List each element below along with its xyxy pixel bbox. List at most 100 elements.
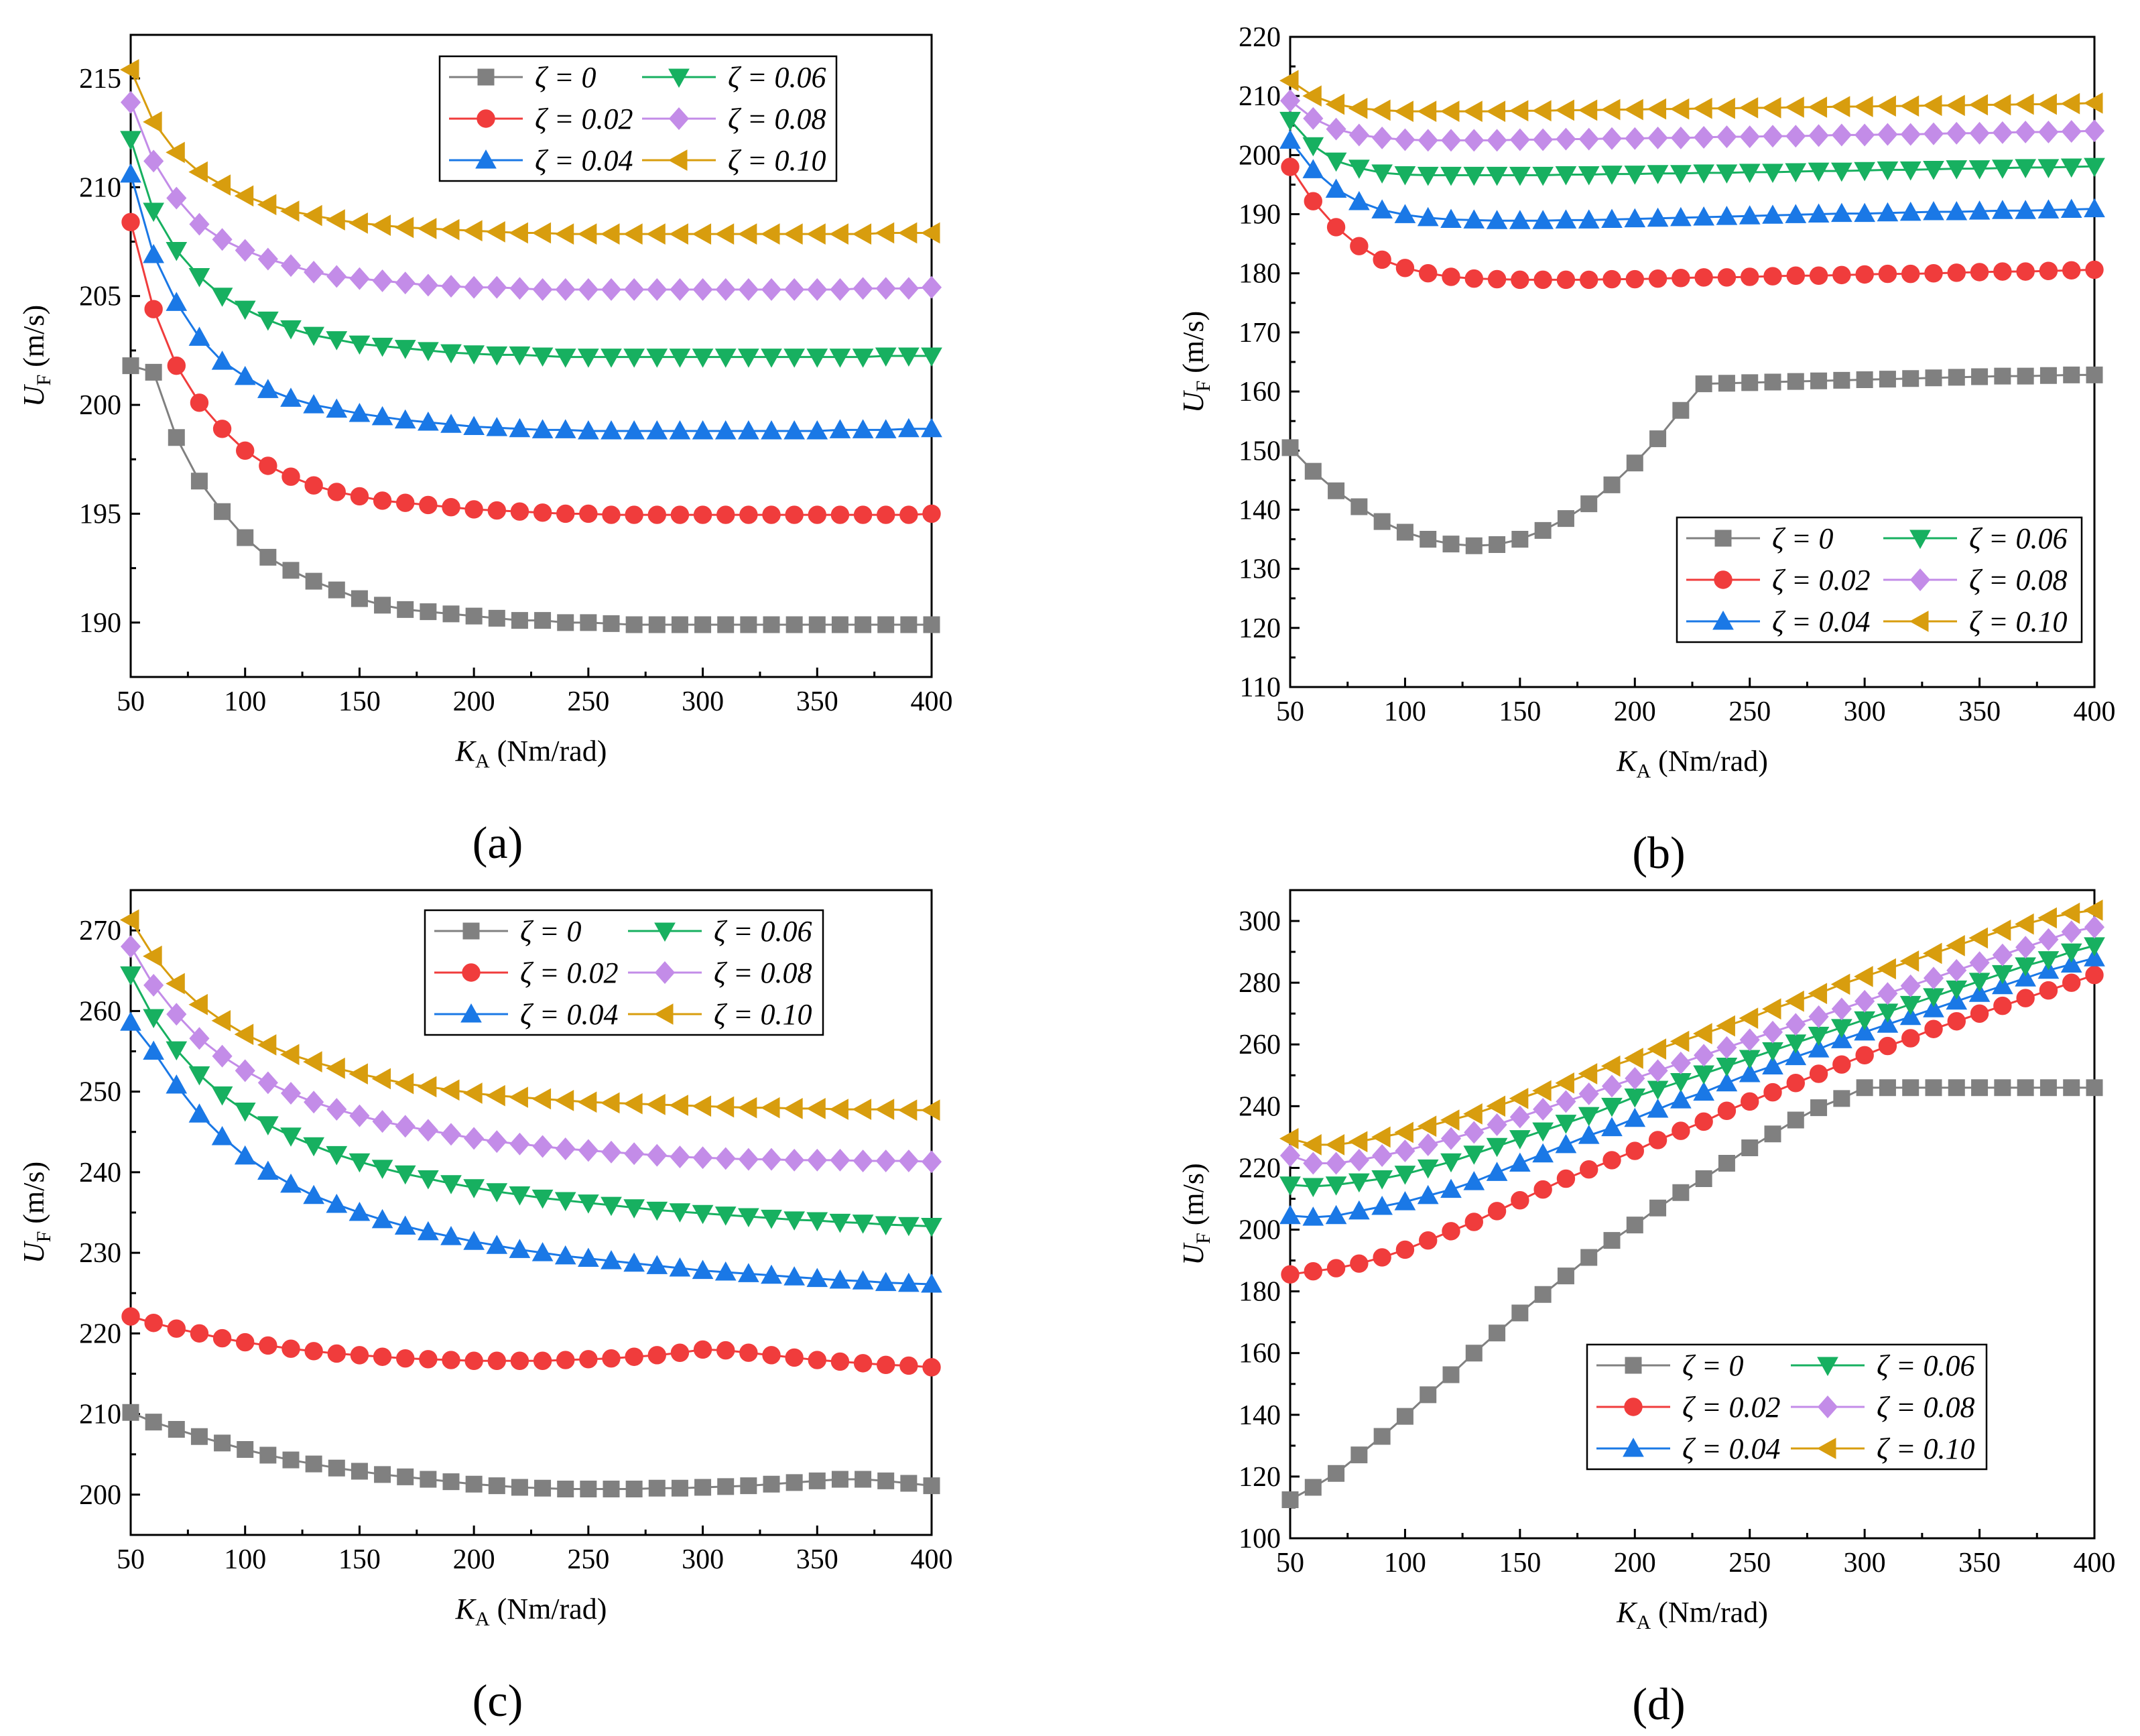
data-point (1741, 1092, 1759, 1111)
data-point (647, 278, 668, 301)
data-point (1555, 166, 1577, 186)
data-point (440, 1123, 462, 1146)
data-point (1900, 123, 1921, 146)
data-point (486, 221, 505, 243)
data-point (372, 269, 393, 292)
data-point (830, 505, 850, 524)
data-point (1417, 1159, 1439, 1179)
data-point (1762, 1020, 1783, 1044)
data-point (1602, 1151, 1621, 1170)
data-point (1464, 1213, 1483, 1231)
data-point (853, 1150, 873, 1172)
data-point (1647, 98, 1667, 120)
data-point (692, 1146, 713, 1170)
data-point (1808, 124, 1829, 147)
data-point (784, 1148, 805, 1172)
data-point (1555, 1072, 1574, 1094)
data-point (1440, 1178, 1462, 1198)
data-point (237, 529, 254, 546)
data-point (1971, 368, 1989, 385)
data-point (304, 476, 323, 495)
data-point (1465, 1345, 1483, 1362)
data-point (211, 1086, 233, 1106)
y-tick-label: 200 (1239, 140, 1281, 171)
data-point (853, 277, 873, 300)
y-tick-label: 200 (1239, 1215, 1281, 1246)
data-point (190, 393, 209, 412)
data-point (328, 581, 345, 599)
data-point (1601, 1117, 1623, 1137)
data-point (487, 501, 506, 520)
data-point (1832, 1055, 1851, 1074)
data-point (1762, 125, 1783, 148)
y-axis-symbol: U (17, 383, 50, 407)
data-point (440, 275, 462, 298)
data-point (532, 1135, 553, 1158)
data-point (374, 1466, 391, 1483)
data-point (326, 331, 348, 351)
data-point (900, 616, 918, 633)
data-point (1762, 204, 1783, 224)
data-point (214, 503, 231, 520)
data-point (1830, 96, 1850, 117)
data-point (418, 1119, 438, 1142)
data-point (257, 1160, 279, 1180)
data-point (1489, 536, 1506, 553)
data-point (464, 500, 483, 519)
data-point (1489, 1324, 1506, 1342)
data-point (2084, 947, 2105, 967)
data-point (1785, 990, 1804, 1012)
data-point (1899, 95, 1919, 117)
data-point (717, 1478, 735, 1495)
data-point (1992, 200, 2013, 219)
data-point (1878, 264, 1897, 284)
data-point (1303, 107, 1324, 130)
data-point (2017, 1079, 2034, 1097)
series-line (1289, 139, 2095, 222)
data-point (646, 349, 668, 368)
data-point (806, 420, 828, 440)
data-point (714, 1096, 735, 1118)
data-point (578, 278, 599, 301)
data-point (647, 505, 666, 524)
data-point (877, 616, 895, 633)
data-point (1578, 1125, 1600, 1144)
data-point (1923, 988, 1944, 1007)
data-point (326, 1098, 347, 1121)
data-point (418, 342, 439, 361)
data-point (1649, 1199, 1667, 1217)
data-point (1394, 1166, 1416, 1185)
data-point (120, 935, 141, 958)
data-point (440, 344, 462, 364)
data-point (1808, 983, 1828, 1005)
data-point (168, 429, 185, 446)
data-point (831, 1471, 848, 1488)
data-point (1970, 1004, 1989, 1023)
x-tick-label: 400 (911, 1544, 953, 1575)
data-point (783, 1098, 803, 1119)
data-point (1486, 1137, 1508, 1158)
data-point (1511, 1304, 1529, 1322)
data-point (1442, 267, 1460, 286)
data-point (1533, 270, 1552, 290)
legend-label: ζ = 0.02 (1772, 564, 1871, 597)
data-point (1739, 125, 1760, 148)
data-point (259, 456, 277, 475)
data-point (2015, 957, 2036, 977)
data-point (785, 505, 804, 524)
data-point (1991, 94, 2011, 116)
y-tick-label: 100 (1239, 1524, 1281, 1554)
data-point (1946, 990, 1968, 1010)
data-point (145, 1414, 162, 1431)
data-point (1854, 966, 1873, 987)
data-point (1695, 375, 1712, 393)
x-axis-symbol: K (1616, 1596, 1638, 1629)
data-point (120, 1011, 141, 1031)
data-point (1281, 158, 1300, 176)
legend-marker (1817, 1396, 1838, 1418)
data-point (807, 1148, 828, 1172)
data-point (1601, 1097, 1623, 1117)
x-tick-label: 100 (224, 1544, 266, 1575)
data-point (167, 356, 186, 375)
x-axis-label: KA (Nm/rad) (1616, 1596, 1768, 1633)
